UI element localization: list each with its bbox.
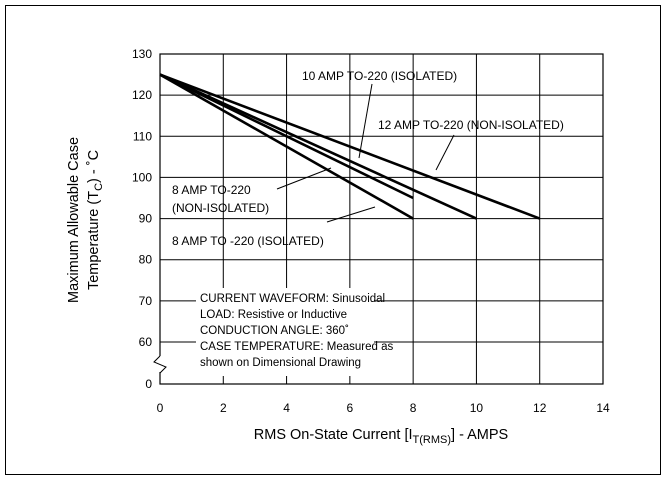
series-line-2 bbox=[159, 73, 414, 200]
y-tick-label: 0 bbox=[145, 377, 152, 391]
note-line-3: CONDUCTION ANGLE: 360˚ bbox=[200, 325, 349, 337]
y-tick-label: 70 bbox=[139, 294, 153, 308]
y-tick-label: 60 bbox=[139, 335, 153, 349]
x-axis-title: RMS On-State Current [IT(RMS)] - AMPS bbox=[254, 427, 508, 446]
x-tick-label: 8 bbox=[410, 401, 417, 415]
leader-lines bbox=[276, 83, 455, 223]
y-tick-label: 130 bbox=[132, 47, 152, 61]
y-tick-label: 100 bbox=[132, 170, 152, 184]
label-8a-non-line2: (NON-ISOLATED) bbox=[172, 201, 269, 215]
x-tick-label: 14 bbox=[596, 401, 610, 415]
x-tick-labels: 0 2 4 6 8 10 12 14 bbox=[157, 401, 610, 415]
label-8a-iso: 8 AMP TO -220 (ISOLATED) bbox=[172, 234, 324, 248]
plot-area bbox=[159, 53, 604, 385]
y-tick-labels: 0 60 70 80 90 100 110 120 130 bbox=[132, 47, 152, 391]
x-tick-label: 6 bbox=[347, 401, 354, 415]
series-line-0 bbox=[159, 73, 541, 220]
grid bbox=[160, 54, 603, 384]
y-tick-label: 110 bbox=[133, 129, 152, 143]
x-tick-label: 2 bbox=[220, 401, 227, 415]
label-12a: 12 AMP TO-220 (NON-ISOLATED) bbox=[378, 118, 564, 132]
x-tick-label: 0 bbox=[157, 401, 164, 415]
note-line-2: LOAD: Resistive or Inductive bbox=[200, 309, 347, 321]
label-10a: 10 AMP TO-220 (ISOLATED) bbox=[302, 69, 457, 83]
x-tick-label: 10 bbox=[470, 401, 484, 415]
note-line-5: shown on Dimensional Drawing bbox=[200, 357, 361, 369]
axis-break-mark bbox=[153, 355, 167, 374]
note-line-4: CASE TEMPERATURE: Measured as bbox=[200, 341, 393, 353]
leader-12a bbox=[435, 134, 455, 171]
axis-break-zigzag bbox=[153, 355, 167, 374]
y-tick-label: 90 bbox=[139, 212, 153, 226]
x-tick-label: 4 bbox=[283, 401, 290, 415]
series-line-3 bbox=[159, 73, 414, 220]
series-lines bbox=[159, 73, 541, 220]
label-8a-non-line1: 8 AMP TO-220 bbox=[172, 183, 251, 197]
figure-frame bbox=[5, 5, 661, 475]
notes-box bbox=[196, 288, 374, 376]
leader-10a bbox=[358, 83, 373, 159]
x-tick-label: 12 bbox=[533, 401, 547, 415]
y-tick-label: 80 bbox=[139, 253, 153, 267]
y-axis-title-line2: Temperature (TC) - ˚C bbox=[86, 150, 105, 290]
y-tick-label: 120 bbox=[132, 88, 152, 102]
leader-8a-non bbox=[276, 167, 332, 190]
leader-8a-iso bbox=[326, 206, 376, 223]
note-line-1: CURRENT WAVEFORM: Sinusoidal bbox=[200, 293, 385, 305]
series-line-1 bbox=[159, 73, 477, 220]
y-axis-title-line1: Maximum Allowable Case bbox=[66, 137, 82, 303]
